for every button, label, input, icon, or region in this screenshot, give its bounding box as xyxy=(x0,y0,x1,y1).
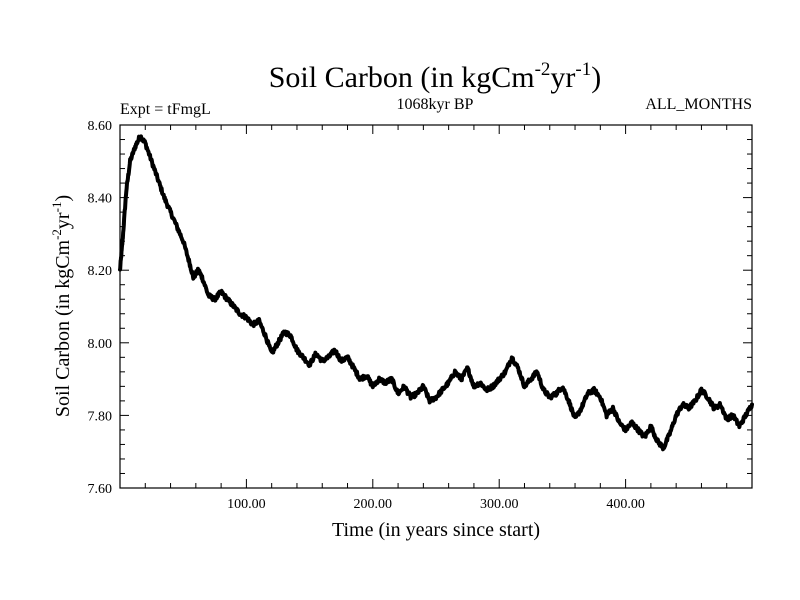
chart-title-main: Soil Carbon (in kgCm xyxy=(269,61,535,94)
y-axis-label-end: ) xyxy=(52,195,74,202)
x-tick-label-2: 300.00 xyxy=(480,497,519,512)
y-tick-label-1: 7.80 xyxy=(88,409,113,424)
x-tick-label-3: 400.00 xyxy=(606,497,645,512)
y-tick-label-5: 8.60 xyxy=(88,119,113,134)
x-axis-label: Time (in years since start) xyxy=(332,519,540,541)
chart-title-mid: yr xyxy=(550,61,575,94)
soil-carbon-line xyxy=(118,134,754,452)
chart-title-sup1: -2 xyxy=(535,59,551,80)
y-axis-label: Soil Carbon (in kgCm-2yr-1) xyxy=(49,195,74,417)
y-tick-label-3: 8.20 xyxy=(88,264,113,279)
plot-frame xyxy=(119,124,753,489)
y-axis-label-sup1: -2 xyxy=(49,229,64,240)
axis-ticks xyxy=(119,124,753,489)
chart-title-end: ) xyxy=(591,61,601,94)
x-tick-labels: 100.00 200.00 300.00 400.00 xyxy=(227,497,645,512)
series-group xyxy=(118,134,754,452)
y-tick-label-2: 8.00 xyxy=(88,337,113,352)
y-axis-label-mid: yr xyxy=(52,212,74,229)
y-tick-labels: 7.60 7.80 8.00 8.20 8.40 8.60 xyxy=(88,119,113,497)
subtitle-months: ALL_MONTHS xyxy=(645,96,752,113)
chart-title-sup2: -1 xyxy=(575,59,591,80)
subtitle-experiment: Expt = tFmgL xyxy=(120,101,211,118)
chart-title: Soil Carbon (in kgCm-2yr-1) xyxy=(269,59,602,94)
y-axis-label-sup2: -1 xyxy=(49,202,64,213)
x-tick-label-1: 200.00 xyxy=(354,497,393,512)
y-tick-label-4: 8.40 xyxy=(88,192,113,207)
y-axis-label-main: Soil Carbon (in kgCm xyxy=(52,239,74,417)
y-tick-label-0: 7.60 xyxy=(88,482,113,497)
x-tick-label-0: 100.00 xyxy=(227,497,266,512)
subtitle-period: 1068kyr BP xyxy=(397,96,474,113)
